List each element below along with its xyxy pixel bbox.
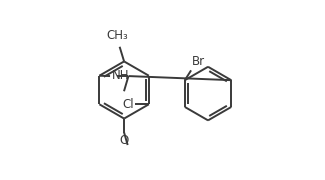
Text: O: O [120,134,129,147]
Text: Cl: Cl [123,98,134,111]
Text: NH: NH [112,69,129,82]
Text: CH₃: CH₃ [107,29,128,42]
Text: Br: Br [192,55,205,68]
